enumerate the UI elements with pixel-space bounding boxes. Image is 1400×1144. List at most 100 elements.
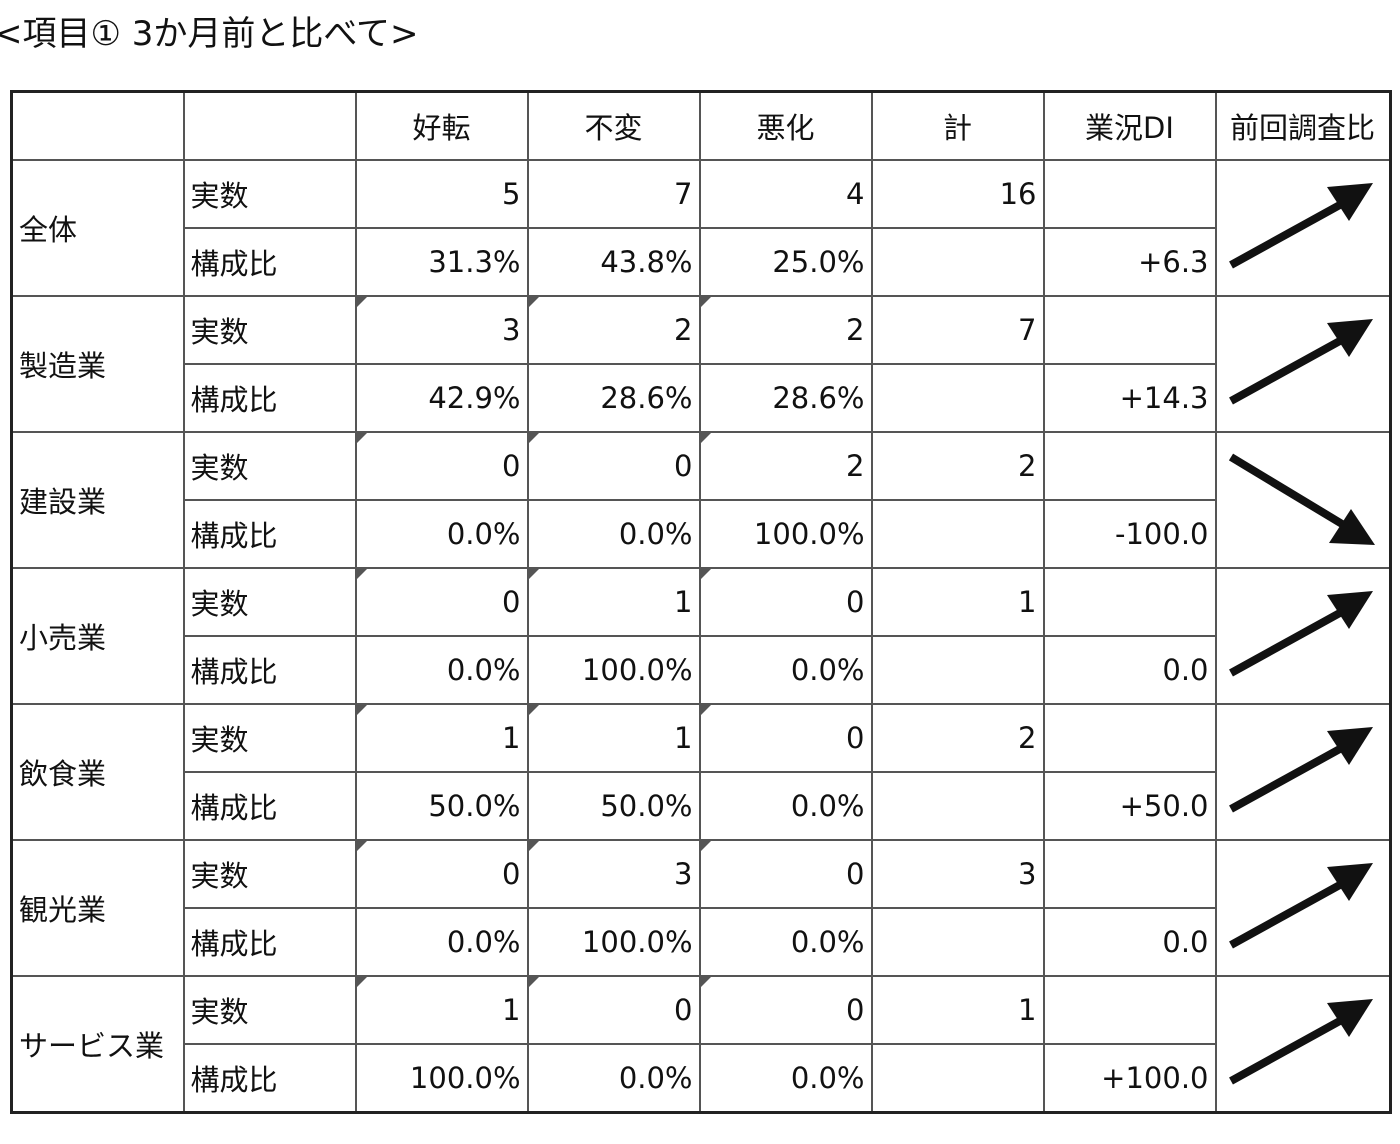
row-label-count: 実数 [182, 566, 357, 637]
table-row-count: 小売業 実数 0 1 0 1 [10, 566, 1391, 705]
count-cell: 0 [698, 566, 873, 637]
category-label: 観光業 [10, 838, 185, 977]
di-blank-cell [1042, 974, 1217, 1045]
arrow-down-right-icon [1228, 453, 1375, 545]
ratio-cell: 50.0% [526, 770, 701, 841]
row-label-count: 実数 [182, 294, 357, 365]
ratio-cell: 0.0% [698, 634, 873, 705]
table-row-count: 観光業 実数 0 3 0 3 [10, 838, 1391, 977]
row-label-ratio: 構成比 [182, 362, 357, 433]
arrow-up-right-icon [1228, 998, 1373, 1085]
page-title: <項目① 3か月前と比べて> [0, 14, 419, 54]
ratio-cell: 0.0% [698, 770, 873, 841]
count-cell: 2 [698, 294, 873, 365]
table-row-ratio: 構成比 0.0% 100.0% 0.0% 0.0 [12, 634, 1391, 705]
ratio-cell: 28.6% [526, 362, 701, 433]
ratio-cell: 0.0% [526, 498, 701, 569]
count-cell: 4 [698, 158, 873, 229]
ratio-cell: 50.0% [354, 770, 529, 841]
count-cell: 7 [526, 158, 701, 229]
business-di-value: +6.3 [1042, 226, 1217, 297]
ratio-cell: 100.0% [354, 1042, 529, 1114]
ratio-cell: 0.0% [354, 906, 529, 977]
count-cell: 3 [526, 838, 701, 909]
count-cell: 16 [870, 158, 1045, 229]
count-cell: 2 [698, 430, 873, 501]
ratio-cell: 0.0% [698, 1042, 873, 1114]
row-label-ratio: 構成比 [182, 226, 357, 297]
table-row-ratio: 構成比 100.0% 0.0% 0.0% +100.0 [12, 1042, 1391, 1114]
header-cell-blank-1 [10, 90, 185, 161]
category-label: 全体 [10, 158, 185, 297]
arrow-up-right-icon [1228, 590, 1373, 677]
row-label-ratio: 構成比 [182, 498, 357, 569]
count-cell: 7 [870, 294, 1045, 365]
di-blank-cell [1042, 158, 1217, 229]
count-cell: 0 [354, 838, 529, 909]
table-row-ratio: 構成比 0.0% 100.0% 0.0% 0.0 [12, 906, 1391, 977]
ratio-cell: 100.0% [698, 498, 873, 569]
trend-cell [1214, 566, 1391, 705]
row-label-ratio: 構成比 [182, 634, 357, 705]
di-blank-cell [1042, 294, 1217, 365]
business-di-value: +100.0 [1042, 1042, 1217, 1114]
survey-table: 好転 不変 悪化 計 業況DI 前回調査比 全体 実数 5 7 4 16 構成比 31.3% 4… [10, 90, 1392, 1114]
row-label-count: 実数 [182, 158, 357, 229]
di-blank-cell [1042, 430, 1217, 501]
row-label-ratio: 構成比 [182, 906, 357, 977]
row-label-count: 実数 [182, 838, 357, 909]
ratio-cell: 100.0% [526, 634, 701, 705]
table-row-ratio: 構成比 0.0% 0.0% 100.0% -100.0 [12, 498, 1391, 569]
header-improved: 好転 [354, 90, 529, 161]
count-cell: 0 [354, 430, 529, 501]
header-business-di: 業況DI [1042, 90, 1217, 161]
di-blank-cell [1042, 566, 1217, 637]
table-row-count: 全体 実数 5 7 4 16 [10, 158, 1391, 297]
table-row-count: 製造業 実数 3 2 2 7 [10, 294, 1391, 433]
ratio-cell: 43.8% [526, 226, 701, 297]
category-label: 製造業 [10, 294, 185, 433]
count-cell: 3 [870, 838, 1045, 909]
count-cell: 2 [526, 294, 701, 365]
category-label: 小売業 [10, 566, 185, 705]
total-blank-cell [870, 1042, 1045, 1114]
count-cell: 0 [698, 702, 873, 773]
total-blank-cell [870, 906, 1045, 977]
header-unchanged: 不変 [526, 90, 701, 161]
header-vs-previous: 前回調査比 [1214, 90, 1391, 161]
ratio-cell: 0.0% [354, 634, 529, 705]
count-cell: 2 [870, 702, 1045, 773]
total-blank-cell [870, 498, 1045, 569]
row-label-count: 実数 [182, 974, 357, 1045]
ratio-cell: 0.0% [354, 498, 529, 569]
arrow-up-right-icon [1228, 318, 1373, 405]
arrow-up-right-icon [1228, 862, 1373, 949]
count-cell: 3 [354, 294, 529, 365]
business-di-value: +50.0 [1042, 770, 1217, 841]
header-worsened: 悪化 [698, 90, 873, 161]
count-cell: 0 [698, 838, 873, 909]
trend-cell [1214, 294, 1391, 433]
di-blank-cell [1042, 702, 1217, 773]
total-blank-cell [870, 770, 1045, 841]
table-row-count: サービス業 実数 1 0 0 1 [10, 974, 1391, 1113]
ratio-cell: 0.0% [698, 906, 873, 977]
count-cell: 1 [526, 566, 701, 637]
category-label: 飲食業 [10, 702, 185, 841]
count-cell: 0 [526, 430, 701, 501]
ratio-cell: 0.0% [526, 1042, 701, 1114]
header-cell-blank-2 [182, 90, 357, 161]
table-row-count: 飲食業 実数 1 1 0 2 [10, 702, 1391, 841]
count-cell: 0 [698, 974, 873, 1045]
row-label-ratio: 構成比 [182, 1042, 357, 1114]
count-cell: 0 [526, 974, 701, 1045]
count-cell: 1 [354, 974, 529, 1045]
business-di-value: +14.3 [1042, 362, 1217, 433]
total-blank-cell [870, 362, 1045, 433]
count-cell: 2 [870, 430, 1045, 501]
total-blank-cell [870, 226, 1045, 297]
business-di-value: -100.0 [1042, 498, 1217, 569]
business-di-value: 0.0 [1042, 634, 1217, 705]
trend-cell [1214, 430, 1391, 569]
business-di-value: 0.0 [1042, 906, 1217, 977]
